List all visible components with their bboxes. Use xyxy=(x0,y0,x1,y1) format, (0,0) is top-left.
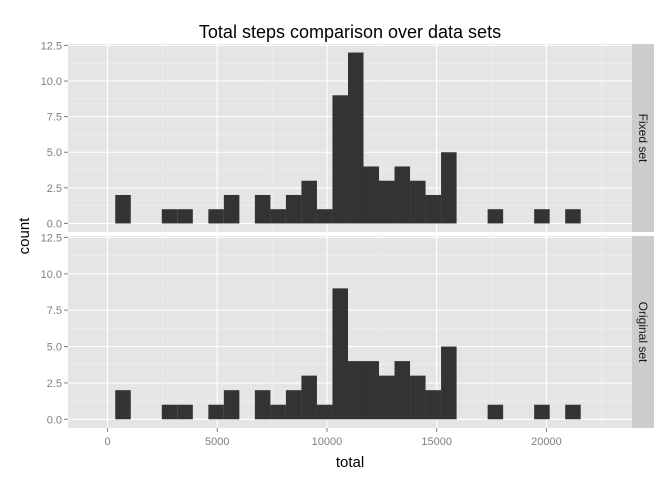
x-axis-title: total xyxy=(336,454,364,471)
histogram-bar xyxy=(487,209,504,224)
histogram-bar xyxy=(285,390,302,420)
histogram-bar xyxy=(223,194,240,224)
histogram-bar xyxy=(316,209,333,224)
chart-title: Total steps comparison over data sets xyxy=(199,22,501,42)
histogram-bar xyxy=(347,52,364,224)
histogram-bar xyxy=(363,361,380,420)
facet-panels: 0.0 2.5 5.0 7.5 10.0 12.5 Fixed set 0.0 2.5 5.0 7.… xyxy=(41,40,654,428)
histogram-bar xyxy=(332,95,348,224)
y-tick-label: 12.5 xyxy=(41,40,62,52)
y-tick-label: 12.5 xyxy=(41,232,62,244)
histogram-bar xyxy=(208,404,224,420)
y-tick-label: 7.5 xyxy=(47,305,62,317)
histogram-bar xyxy=(441,346,457,420)
histogram-bar xyxy=(394,361,411,420)
histogram-bar xyxy=(161,209,178,224)
histogram-bar xyxy=(208,209,224,224)
histogram-bar xyxy=(487,404,504,420)
histogram-bar xyxy=(565,209,581,224)
histogram-bar xyxy=(316,404,333,420)
histogram-bar xyxy=(301,375,317,420)
y-tick-label: 2.5 xyxy=(47,183,62,195)
histogram-bar xyxy=(379,180,395,224)
histogram-bar xyxy=(115,390,131,420)
histogram-bar xyxy=(394,166,411,224)
histogram-bar xyxy=(285,194,302,224)
histogram-bar xyxy=(410,180,426,224)
x-tick-label: 15000 xyxy=(421,436,452,448)
histogram-bar xyxy=(301,180,317,224)
y-tick-label: 0.0 xyxy=(47,218,62,230)
facet-label: Fixed set xyxy=(636,114,650,163)
histogram-bar xyxy=(565,404,581,420)
y-tick-label: 5.0 xyxy=(47,147,62,159)
x-tick-label: 0 xyxy=(104,436,110,448)
histogram-bar xyxy=(379,375,395,420)
facet-strip xyxy=(632,236,654,428)
facet-panel: 0.0 2.5 5.0 7.5 10.0 12.5 Fixed set xyxy=(41,40,654,232)
facet-panel: 0.0 2.5 5.0 7.5 10.0 12.5 Original set xyxy=(41,232,654,428)
histogram-bar xyxy=(534,404,550,420)
histogram-bar xyxy=(534,209,550,224)
x-axis: 0 5000 10000 15000 20000 xyxy=(104,428,562,448)
facet-strip xyxy=(632,44,654,232)
x-tick-label: 20000 xyxy=(531,436,562,448)
histogram-bar xyxy=(270,404,286,420)
histogram-bar xyxy=(254,390,271,420)
histogram-bar xyxy=(441,152,457,224)
histogram-bar xyxy=(332,288,348,420)
x-tick-label: 5000 xyxy=(205,436,229,448)
histogram-bar xyxy=(161,404,178,420)
histogram-bar xyxy=(115,194,131,224)
x-tick-label: 10000 xyxy=(312,436,343,448)
histogram-bar xyxy=(425,390,442,420)
y-tick-label: 7.5 xyxy=(47,112,62,124)
y-tick-label: 0.0 xyxy=(47,414,62,426)
histogram-bar xyxy=(425,194,442,224)
y-axis-title: count xyxy=(16,217,33,255)
histogram-bar xyxy=(347,361,364,420)
facet-label: Original set xyxy=(636,302,650,363)
y-tick-label: 10.0 xyxy=(41,269,62,281)
histogram-bar xyxy=(223,390,240,420)
y-tick-label: 5.0 xyxy=(47,342,62,354)
histogram-bar xyxy=(254,194,271,224)
histogram-bar xyxy=(363,166,380,224)
y-tick-label: 10.0 xyxy=(41,76,62,88)
histogram-bar xyxy=(177,209,193,224)
histogram-bar xyxy=(177,404,193,420)
y-tick-label: 2.5 xyxy=(47,378,62,390)
histogram-bar xyxy=(270,209,286,224)
histogram-bar xyxy=(410,375,426,420)
